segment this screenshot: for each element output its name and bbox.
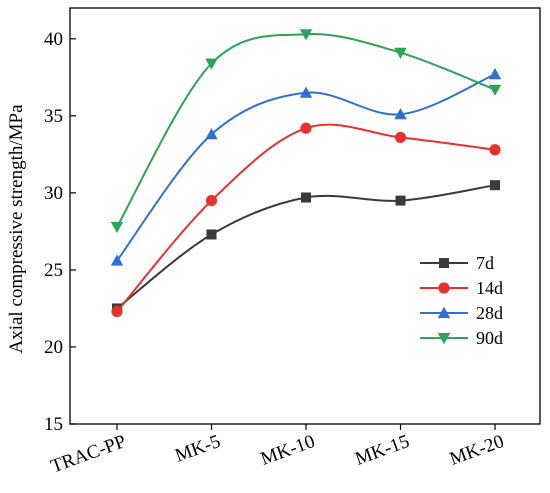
legend-item-7d: 7d [420,253,494,273]
series-line-28d [116,73,496,262]
x-tick-label: MK-20 [447,431,507,470]
x-tick-label: MK-10 [258,431,318,470]
legend-label: 28d [476,303,503,323]
data-point-90d [299,29,313,41]
data-point-28d [394,108,407,120]
series-14d [111,122,501,318]
legend-marker [438,282,450,294]
data-point-14d [111,305,123,318]
data-point-28d [205,128,218,140]
x-tick-label: TRAC-PP [48,431,129,477]
series-line-14d [116,123,496,313]
y-tick-label: 30 [44,183,63,204]
y-tick-label: 40 [44,29,63,50]
x-tick-label: MK-15 [352,431,412,470]
data-point-14d [489,144,501,156]
legend-label: 14d [476,278,503,298]
legend-label: 90d [476,328,503,348]
legend: 7d 14d 28d 90d [420,253,503,348]
y-ticks: 15 20 25 30 35 40 [44,29,76,435]
series-90d [110,29,502,233]
data-point-90d [488,84,502,96]
series-group [110,29,502,318]
data-point-7d [395,195,406,206]
y-tick-label: 20 [44,337,63,358]
data-point-28d [299,86,313,98]
data-point-14d [205,194,218,207]
legend-marker [439,258,449,268]
legend-item-14d: 14d [420,278,503,298]
data-point-90d [394,47,407,59]
series-28d [110,68,502,266]
y-tick-label: 15 [44,414,63,435]
plot-frame [69,7,541,425]
data-point-90d [205,58,218,70]
axes [69,7,541,425]
series-line-7d [116,184,496,310]
legend-item-28d: 28d [420,303,503,323]
data-point-14d [394,131,407,144]
y-axis-title: Axial compressive strength/MPa [6,104,27,354]
data-point-7d [301,192,311,203]
x-tick-label: MK-5 [172,431,223,467]
data-point-90d [110,221,124,233]
data-point-7d [490,180,500,191]
legend-label: 7d [476,253,494,273]
y-tick-label: 35 [44,106,63,127]
y-tick-label: 25 [44,260,63,281]
data-point-28d [110,254,124,266]
data-point-7d [206,229,217,240]
x-ticks: TRAC-PP MK-5 MK-10 MK-15 MK-20 [48,424,507,477]
data-point-28d [488,68,502,80]
data-point-14d [300,122,312,134]
legend-marker [437,306,451,318]
legend-item-90d: 90d [420,328,503,348]
legend-marker [437,333,451,345]
series-line-90d [116,33,496,228]
